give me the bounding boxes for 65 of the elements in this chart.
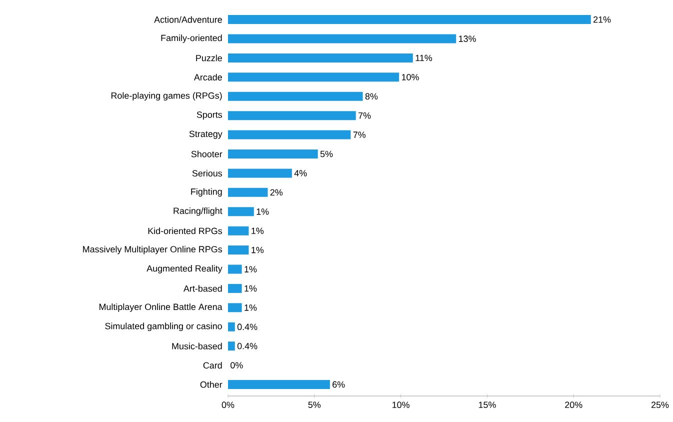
data-label: 10% [402,74,419,80]
data-label: 4% [294,170,307,176]
data-label: 0.4% [237,324,258,330]
x-tick-label: 25% [651,402,669,408]
bar [228,188,268,197]
y-tick-label: Strategy [189,130,222,139]
y-tick-label: Sports [196,112,222,120]
y-tick-label: Arcade [194,74,222,80]
bar [228,53,413,62]
x-tick-label: 20% [565,402,582,408]
bar [228,149,318,158]
data-label: 1% [252,246,264,254]
bar [228,72,400,82]
bar [228,303,242,312]
data-label: 8% [365,93,378,100]
bar [228,111,356,120]
bar [228,284,242,293]
y-tick-label: Kid-oriented RPGs [148,228,222,234]
y-tick-label: Fighting [191,188,222,197]
bar [228,168,292,178]
data-label: 13% [458,36,476,42]
y-tick-label: Multiplayer Online Battle Arena [99,303,222,312]
bar [228,264,242,274]
y-tick-label: Family-oriented [161,34,222,43]
x-tick-label: 15% [478,402,496,408]
data-label: 7% [358,112,371,119]
data-label: 5% [320,150,333,158]
bar [228,342,235,351]
y-tick-label: Serious [192,170,222,176]
data-label: 11% [416,54,432,62]
bar [228,92,363,101]
x-tick-label: 0% [222,402,234,408]
x-tick-label: 10% [392,402,410,408]
data-label: 0% [230,362,243,368]
bar [228,246,249,255]
bar [228,207,254,216]
data-label: 6% [332,381,345,388]
data-label: 0.4% [237,342,258,350]
data-label: 7% [353,132,366,138]
y-tick-label: Simulated gambling or casino [105,322,222,332]
bar [228,15,591,24]
data-label: 1% [256,208,269,215]
bar [228,34,456,44]
x-tick-label: 5% [308,402,321,408]
y-tick-label: Puzzle [196,54,222,62]
y-tick-label: Other [200,381,222,388]
y-tick-label: Role-playing games (RPGs) [111,92,222,101]
y-tick-label: Music-based [172,342,222,350]
y-tick-label: Augmented Reality [146,265,222,274]
bar [228,226,249,236]
data-label: 1% [244,304,257,311]
data-label: 1% [244,285,257,292]
bar [228,322,235,332]
y-tick-label: Card [203,362,222,369]
data-label: 2% [270,189,283,196]
y-tick-label: Shooter [191,150,222,158]
y-tick-label: Racing/flight [174,207,222,216]
data-label: 1% [252,228,264,234]
y-tick-label: Action/Adventure [154,16,222,23]
data-label: 1% [244,266,257,272]
bar [228,380,330,389]
data-label: 21% [594,16,611,23]
bar [228,130,351,140]
y-tick-label: Art-based [183,285,222,292]
y-tick-label: Massively Multiplayer Online RPGs [83,246,222,254]
